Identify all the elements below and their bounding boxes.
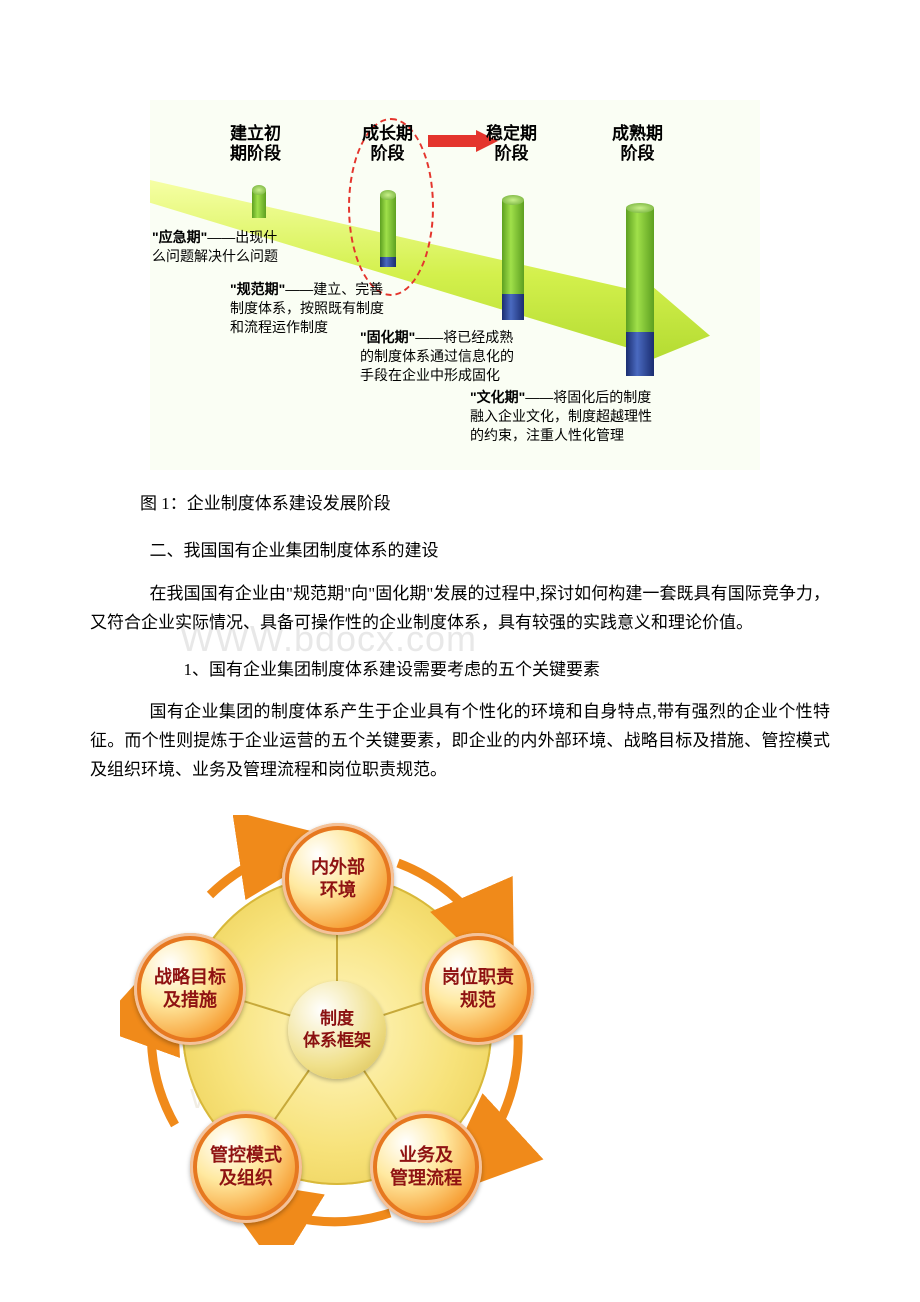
- paragraph-2: 国有企业集团的制度体系产生于企业具有个性化的环境和自身特点,带有强烈的企业个性特…: [90, 698, 830, 785]
- node-strategy: 战略目标及措施: [134, 933, 246, 1045]
- subsection-1-title: 1、国有企业集团制度体系建设需要考虑的五个关键要素: [90, 656, 830, 685]
- paragraph-1: 在我国国有企业由"规范期"向"固化期"发展的过程中,探讨如何构建一套既具有国际竞…: [90, 580, 830, 638]
- node-business-process: 业务及管理流程: [370, 1111, 482, 1223]
- node-post-responsibility: 岗位职责规范: [422, 933, 534, 1045]
- stage-label-3: 稳定期阶段: [486, 124, 537, 165]
- stage-label-2: 成长期阶段: [362, 124, 413, 165]
- stage-bar-3: [502, 200, 524, 320]
- center-node: 制度体系框架: [288, 981, 386, 1079]
- figure-2-framework-diagram: WWW.bdocx.com 制度体系框架 内外部环境 岗位职责规范 业务及管理流…: [120, 815, 550, 1245]
- stage-desc-1: "应急期"——出现什么问题解决什么问题: [152, 228, 332, 266]
- stage-bar-1: [252, 190, 266, 218]
- node-environment: 内外部环境: [282, 823, 394, 935]
- stage-bar-4: [626, 208, 654, 376]
- stage-bar-2: [380, 195, 396, 267]
- stage-desc-3: "固化期"——将已经成熟的制度体系通过信息化的手段在企业中形成固化: [360, 328, 570, 385]
- node-control-mode: 管控模式及组织: [190, 1111, 302, 1223]
- figure-1-stages-diagram: 建立初期阶段 成长期阶段 稳定期阶段 成熟期阶段 "应急期"——出现什么问题解决…: [150, 100, 760, 470]
- stage-label-4: 成熟期阶段: [612, 124, 663, 165]
- stage-label-1: 建立初期阶段: [230, 124, 281, 165]
- stage-desc-4: "文化期"——将固化后的制度融入企业文化，制度超越理性的约束，注重人性化管理: [470, 388, 720, 445]
- figure-1-caption: 图 1：企业制度体系建设发展阶段: [140, 490, 830, 519]
- section-2-title: 二、我国国有企业集团制度体系的建设: [90, 537, 830, 566]
